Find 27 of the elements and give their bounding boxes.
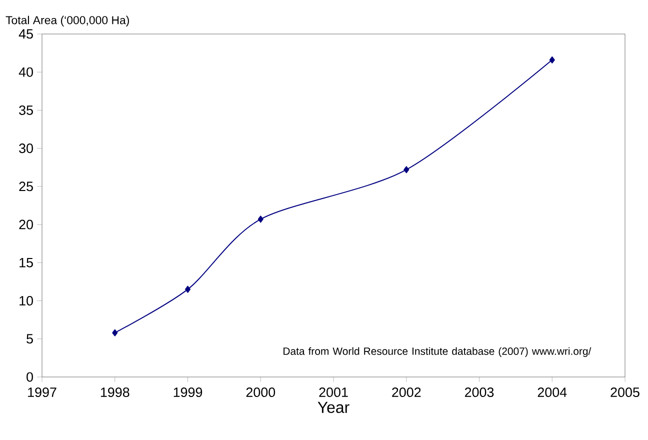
point [404,166,410,174]
x-tick-label: 1997 [28,388,56,398]
x-tick-label: 2002 [392,388,421,398]
y-axis-title: Total Area (‘000,000 Ha) [6,16,129,26]
y-tick-label: 15 [20,258,33,268]
y-tick-label: 10 [20,296,33,306]
y-tick-label: 45 [18,29,33,39]
y-tick-label: 35 [19,105,33,115]
y-tick-label: 30 [19,144,33,154]
y-tick-label: 25 [19,182,33,192]
annotation: Data from World Resource Institute database (2007) www.wri.org/ [284,347,592,357]
y-tick-label: 0 [26,372,33,382]
x-tick-label: 1998 [100,388,130,398]
x-tick-label: 2001 [319,388,348,398]
x-tick-label: 2000 [246,388,276,398]
y-tick-label: 20 [19,220,33,230]
point [258,216,264,223]
point [112,329,118,336]
x-axis-title: Year [318,402,350,413]
x-tick-label: 2003 [464,388,494,398]
point [549,56,555,64]
x-tick-label: 2005 [610,388,640,398]
y-tick-label: 40 [18,67,33,77]
point [185,286,191,293]
x-tick-label: 2004 [538,388,567,398]
x-tick-label: 1999 [174,388,202,398]
y-tick-label: 5 [26,334,33,344]
